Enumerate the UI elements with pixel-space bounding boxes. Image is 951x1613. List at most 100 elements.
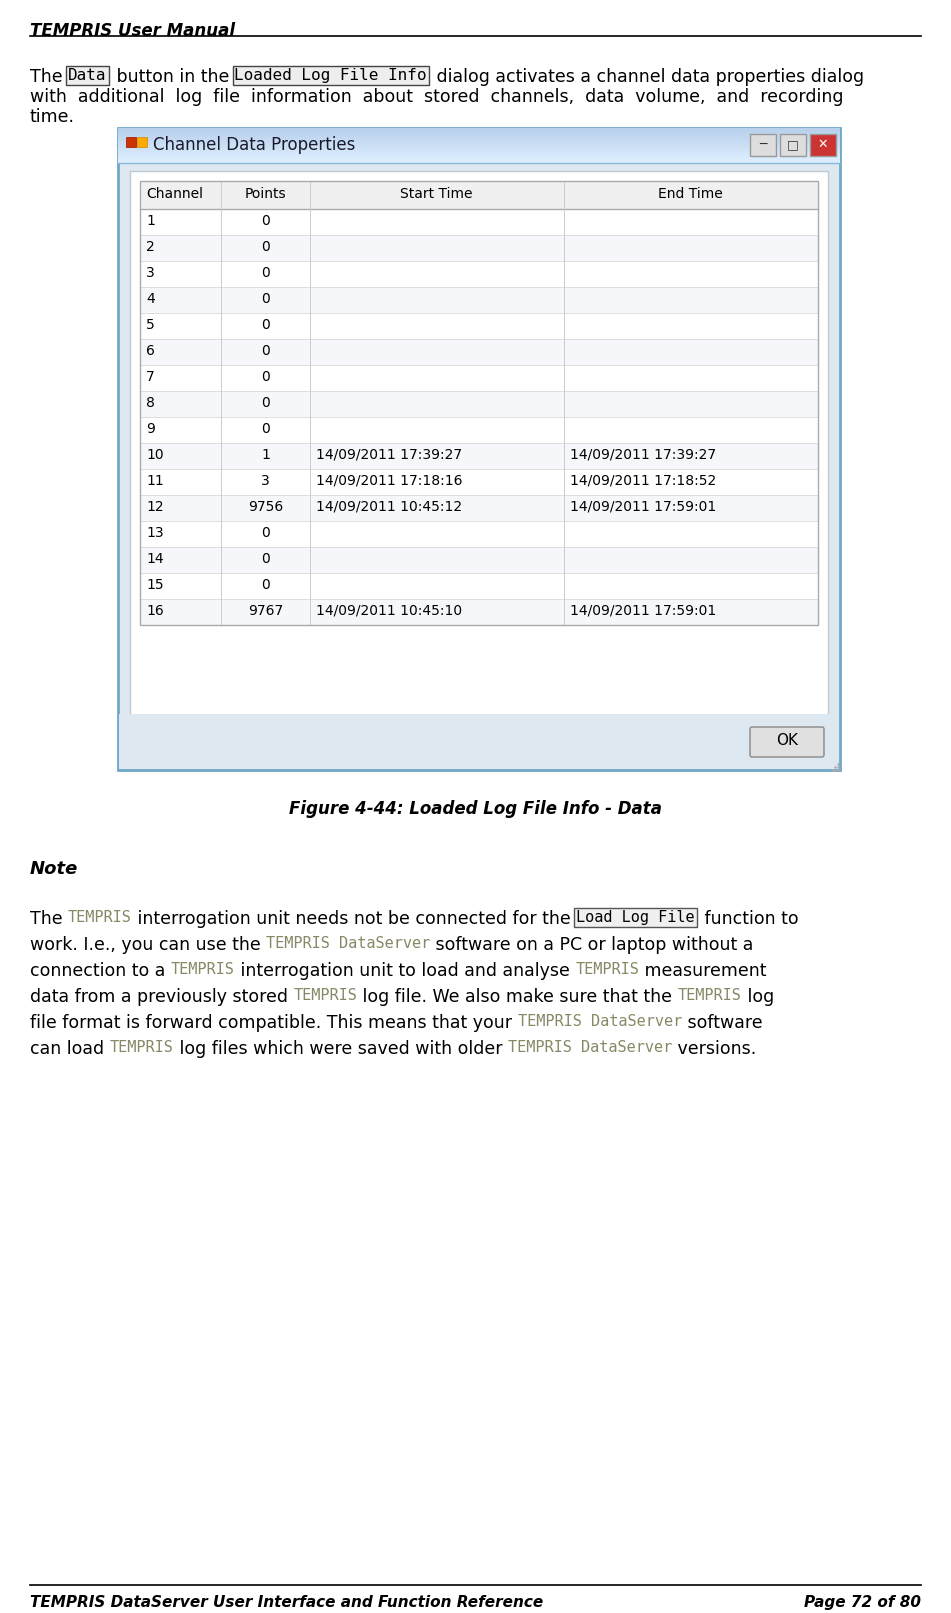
Text: TEMPRIS DataServer: TEMPRIS DataServer [508, 1040, 671, 1055]
Text: 4: 4 [146, 292, 155, 306]
Text: 15: 15 [146, 577, 164, 592]
Text: TEMPRIS User Manual: TEMPRIS User Manual [30, 23, 235, 40]
Text: 0: 0 [262, 292, 270, 306]
Text: data from a previously stored: data from a previously stored [30, 989, 294, 1007]
Bar [750, 134, 776, 156]
Text: 0: 0 [262, 318, 270, 332]
Text: End Time: End Time [658, 187, 724, 202]
Text: The: The [30, 68, 68, 85]
Bar [140, 181, 818, 624]
Text: 6: 6 [146, 344, 155, 358]
Text: 0: 0 [262, 552, 270, 566]
Text: function to: function to [699, 910, 799, 927]
FancyBboxPatch shape [750, 727, 824, 756]
Text: 3: 3 [262, 474, 270, 489]
Text: OK: OK [776, 732, 798, 748]
Text: 1: 1 [146, 215, 155, 227]
Text: Points: Points [244, 187, 286, 202]
Bar [140, 339, 818, 365]
Text: ─: ─ [759, 139, 767, 152]
Text: TEMPRIS: TEMPRIS [171, 961, 235, 977]
Text: dialog activates a channel data properties dialog: dialog activates a channel data properti… [431, 68, 864, 85]
Text: 2: 2 [146, 240, 155, 253]
Bar [232, 66, 429, 85]
Text: log files which were saved with older: log files which were saved with older [173, 1040, 508, 1058]
Text: TEMPRIS: TEMPRIS [294, 989, 358, 1003]
Bar [118, 127, 840, 769]
Text: TEMPRIS DataServer: TEMPRIS DataServer [517, 1015, 682, 1029]
Text: 8: 8 [146, 397, 155, 410]
Bar [140, 181, 818, 210]
Text: 0: 0 [262, 397, 270, 410]
Bar [140, 547, 818, 573]
Text: log: log [742, 989, 774, 1007]
Bar [126, 137, 136, 147]
Bar [137, 137, 147, 147]
Text: TEMPRIS DataServer: TEMPRIS DataServer [266, 936, 431, 952]
Text: 14/09/2011 17:18:52: 14/09/2011 17:18:52 [570, 474, 716, 489]
Text: Figure 4-44: Loaded Log File Info - Data: Figure 4-44: Loaded Log File Info - Data [289, 800, 662, 818]
Text: TEMPRIS: TEMPRIS [678, 989, 742, 1003]
Text: 14/09/2011 17:18:16: 14/09/2011 17:18:16 [316, 474, 462, 489]
Text: 0: 0 [262, 215, 270, 227]
Bar [140, 598, 818, 624]
Bar [780, 134, 806, 156]
Text: 0: 0 [262, 577, 270, 592]
Text: 12: 12 [146, 500, 164, 515]
Text: 0: 0 [262, 266, 270, 281]
Text: 11: 11 [146, 474, 164, 489]
Text: TEMPRIS: TEMPRIS [109, 1040, 173, 1055]
Text: 14/09/2011 17:39:27: 14/09/2011 17:39:27 [316, 448, 461, 461]
Text: Start Time: Start Time [400, 187, 473, 202]
Text: Note: Note [30, 860, 78, 877]
Bar [140, 495, 818, 521]
Text: ✕: ✕ [818, 139, 828, 152]
Text: 0: 0 [262, 344, 270, 358]
Text: 0: 0 [262, 423, 270, 436]
Bar [140, 235, 818, 261]
Text: interrogation unit to load and analyse: interrogation unit to load and analyse [235, 961, 575, 981]
Text: 9: 9 [146, 423, 155, 436]
Text: 0: 0 [262, 526, 270, 540]
Text: TEMPRIS: TEMPRIS [68, 910, 132, 924]
Text: interrogation unit needs not be connected for the: interrogation unit needs not be connecte… [132, 910, 576, 927]
Text: 5: 5 [146, 318, 155, 332]
Text: 10: 10 [146, 448, 164, 461]
Text: 14: 14 [146, 552, 164, 566]
Text: 0: 0 [262, 369, 270, 384]
Text: Loaded Log File Info: Loaded Log File Info [235, 68, 427, 82]
Text: with  additional  log  file  information  about  stored  channels,  data  volume: with additional log file information abo… [30, 89, 844, 106]
Text: TEMPRIS: TEMPRIS [575, 961, 639, 977]
Text: Channel: Channel [146, 187, 203, 202]
Text: Channel Data Properties: Channel Data Properties [153, 135, 356, 153]
Text: 14/09/2011 10:45:10: 14/09/2011 10:45:10 [316, 603, 461, 618]
Text: can load: can load [30, 1040, 109, 1058]
Text: 14/09/2011 17:39:27: 14/09/2011 17:39:27 [570, 448, 716, 461]
Text: 7: 7 [146, 369, 155, 384]
Text: 14/09/2011 17:59:01: 14/09/2011 17:59:01 [570, 603, 716, 618]
Text: 9756: 9756 [248, 500, 283, 515]
Bar [140, 287, 818, 313]
Text: versions.: versions. [671, 1040, 756, 1058]
Text: Data: Data [68, 68, 107, 82]
Text: 14/09/2011 10:45:12: 14/09/2011 10:45:12 [316, 500, 461, 515]
Text: measurement: measurement [639, 961, 767, 981]
Bar [119, 715, 839, 769]
Text: software: software [682, 1015, 763, 1032]
Bar [140, 390, 818, 418]
Bar [67, 66, 108, 85]
Text: Page 72 of 80: Page 72 of 80 [804, 1595, 921, 1610]
Text: button in the: button in the [110, 68, 235, 85]
Text: 9767: 9767 [248, 603, 283, 618]
Text: 16: 16 [146, 603, 164, 618]
Text: file format is forward compatible. This means that your: file format is forward compatible. This … [30, 1015, 517, 1032]
Bar [810, 134, 836, 156]
Text: 13: 13 [146, 526, 164, 540]
Bar [140, 444, 818, 469]
Text: connection to a: connection to a [30, 961, 171, 981]
Text: □: □ [787, 139, 799, 152]
Text: 3: 3 [146, 266, 155, 281]
Text: Load Log File: Load Log File [576, 910, 695, 924]
Text: TEMPRIS DataServer User Interface and Function Reference: TEMPRIS DataServer User Interface and Fu… [30, 1595, 543, 1610]
Text: 0: 0 [262, 240, 270, 253]
